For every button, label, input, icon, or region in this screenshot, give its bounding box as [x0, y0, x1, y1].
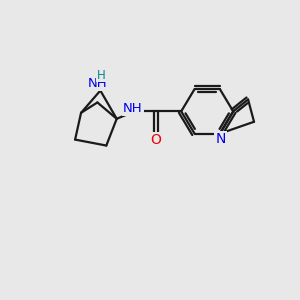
Text: H: H [97, 69, 105, 82]
Text: NH: NH [123, 102, 143, 115]
Text: NH: NH [88, 76, 107, 90]
Text: N: N [215, 132, 226, 146]
Text: O: O [151, 133, 161, 147]
